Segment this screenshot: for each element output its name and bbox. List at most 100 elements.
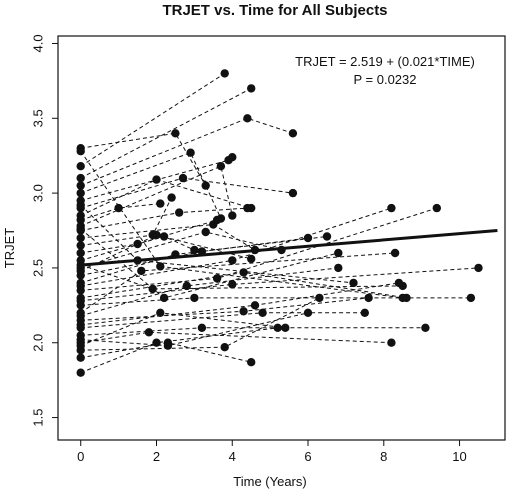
data-point-10-2 [216,162,226,171]
regression-equation: TRJET = 2.519 + (0.021*TIME) [295,54,475,69]
plot-frame [57,35,506,441]
data-point-3-2 [247,84,256,93]
data-point-3-1 [76,173,85,183]
y-tick-label: 2.0 [31,334,46,352]
data-point-38-1 [76,200,85,210]
data-point-1-3 [201,181,210,190]
subject-line-27 [80,297,369,321]
data-point-18-3 [303,233,313,243]
p-value: P = 0.0232 [353,72,416,87]
data-point-40-2 [159,293,169,303]
data-point-32-2 [144,328,154,337]
y-axis-label: TRJET [2,228,17,269]
x-tick-label: 6 [304,449,311,464]
data-point-13-3 [167,193,176,202]
data-point-24-2 [190,293,199,303]
subject-line-36 [80,327,278,374]
data-point-2-1 [76,162,85,171]
subject-line-2 [80,72,225,167]
x-axis-label: Time (Years) [233,474,306,489]
y-tick-label: 3.5 [31,109,46,127]
subject-line-10 [80,165,233,227]
x-tick-label: 8 [380,449,387,464]
subject-line-7 [80,177,293,209]
data-point-33-3 [281,323,290,332]
data-point-31-3 [303,308,313,317]
data-point-7-3 [288,188,298,198]
y-axis: 1.5 2.0 2.5 3.0 3.5 4.0 [31,34,59,427]
y-tick-label: 3.0 [31,184,46,202]
subject-line-16 [80,231,282,269]
subject-line-1 [80,132,207,186]
subject-line-35 [80,342,252,363]
subject-line-32 [80,331,392,344]
data-point-21-1 [76,286,85,295]
data-point-29-2 [258,308,267,317]
data-point-6-3 [228,153,237,162]
data-point-11-2 [175,208,184,217]
subject-line-17 [80,234,252,272]
data-point-26-3 [334,263,343,273]
x-tick-label: 0 [77,449,84,464]
data-point-9-3 [156,199,165,208]
data-point-18-1 [76,271,85,280]
data-point-36-3 [273,323,282,332]
data-point-35-1 [76,353,85,362]
data-point-16-2 [201,227,210,237]
data-point-23-2 [228,280,237,289]
data-point-37-3 [398,293,407,303]
regression-line [80,229,498,267]
data-point-29-3 [360,308,369,317]
data-point-12-1 [76,233,85,243]
subject-line-8 [80,179,252,217]
data-point-38-3 [349,278,358,288]
data-point-30-2 [197,323,207,332]
data-point-14-1 [76,248,85,258]
data-point-5-1 [76,188,85,198]
data-point-4-1 [76,181,85,190]
data-point-11-3 [243,203,252,213]
data-point-24-3 [466,293,476,303]
x-tick-label: 10 [452,449,466,464]
data-point-14-3 [212,215,222,225]
data-point-28-2 [250,301,260,310]
data-point-25-3 [390,248,400,258]
data-point-15-3 [190,245,199,255]
data-point-21-3 [432,203,441,213]
data-point-2-2 [220,69,229,78]
subject-line-3 [80,87,252,179]
data-point-40-1 [76,224,85,234]
data-point-35-3 [247,358,256,367]
data-point-1-2 [171,129,180,138]
data-point-14-2 [133,239,142,249]
subject-line-20 [80,207,392,287]
data-point-13-1 [76,241,85,250]
y-tick-label: 4.0 [31,34,46,52]
data-points [76,69,483,377]
subject-line-33 [80,312,286,347]
data-point-26-2 [182,281,191,291]
data-point-35-2 [163,338,173,347]
x-axis: 0 2 4 6 8 10 [77,439,467,464]
data-point-36-2 [152,338,161,347]
subject-line-23 [80,267,479,302]
y-tick-label: 1.5 [31,409,46,427]
data-point-9-2 [114,203,123,213]
data-point-19-3 [322,232,332,241]
data-point-33-2 [156,308,165,317]
x-tick-label: 2 [153,449,160,464]
data-point-37-2 [156,262,165,271]
data-point-4-3 [288,129,298,138]
data-point-4-2 [243,114,252,123]
data-point-30-3 [421,323,430,332]
data-point-39-1 [76,260,85,270]
data-point-32-3 [387,338,396,347]
data-point-27-3 [364,293,373,303]
data-point-39-2 [148,284,157,294]
subject-line-30 [80,327,426,336]
data-point-25-2 [137,266,146,276]
data-point-21-2 [212,274,222,283]
data-point-17-3 [247,254,256,264]
subject-line-5 [80,152,222,219]
